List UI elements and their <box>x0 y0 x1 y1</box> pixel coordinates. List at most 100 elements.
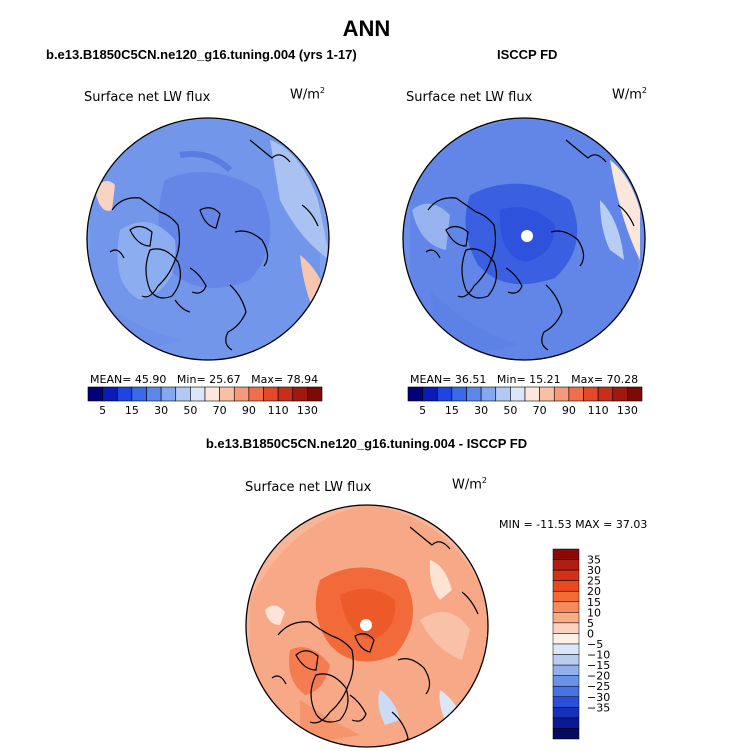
difference-colorbar-tick-label: 30 <box>587 564 601 577</box>
difference-colorbar-tick-label: 5 <box>587 617 594 630</box>
obs-colorbar-swatch <box>583 386 599 402</box>
difference-units: W/m2 <box>452 476 487 493</box>
difference-colorbar-swatch <box>552 622 580 634</box>
difference-colorbar-swatch <box>552 643 580 655</box>
obs-colorbar-swatch <box>524 386 540 402</box>
difference-stats: MIN = -11.53 MAX = 37.03 <box>499 518 648 531</box>
model-case-title: b.e13.B1850C5CN.ne120_g16.tuning.004 (yr… <box>46 47 357 62</box>
model-colorbar-swatch <box>146 386 162 402</box>
obs-colorbar-swatch <box>627 386 643 402</box>
model-colorbar-swatch <box>307 386 323 402</box>
model-colorbar-tick-label: 15 <box>125 404 139 417</box>
difference-colorbar-swatch <box>552 612 580 624</box>
obs-colorbar-swatch <box>436 386 453 402</box>
difference-colorbar-swatch <box>552 675 580 687</box>
difference-variable-label: Surface net LW flux <box>245 480 372 495</box>
model-colorbar-swatch <box>248 386 264 402</box>
model-colorbar-tick-label: 130 <box>297 404 318 417</box>
difference-colorbar-swatch <box>552 559 580 571</box>
difference-title: b.e13.B1850C5CN.ne120_g16.tuning.004 - I… <box>205 436 528 451</box>
difference-colorbar-tick-label: 35 <box>587 554 601 567</box>
difference-colorbar-swatch <box>552 707 580 719</box>
obs-colorbar-tick-label: 5 <box>419 404 426 417</box>
difference-colorbar-tick-label: −30 <box>587 691 610 704</box>
model-colorbar-swatch <box>116 386 133 402</box>
model-colorbar-tick-label: 5 <box>99 404 106 417</box>
obs-colorbar-tick-label: 30 <box>474 404 488 417</box>
model-mean-value: 45.90 <box>134 373 167 386</box>
difference-colorbar-tick-label: −15 <box>587 659 610 672</box>
obs-colorbar-swatch <box>466 386 482 402</box>
obs-max-value: 70.28 <box>606 373 639 386</box>
model-colorbar-swatch <box>292 386 308 402</box>
obs-colorbar: 5 15 30 50 70 90 110 130 <box>407 386 643 417</box>
obs-colorbar-swatch <box>539 386 555 402</box>
difference-colorbar-tick-label: 20 <box>587 585 601 598</box>
difference-colorbar-swatch <box>552 601 580 613</box>
obs-case-title: ISCCP FD <box>497 47 558 62</box>
model-colorbar-swatch <box>263 386 279 402</box>
difference-colorbar-swatch <box>552 717 580 729</box>
difference-colorbar-tick-label: −35 <box>587 701 610 714</box>
model-colorbar-swatch <box>277 386 294 402</box>
difference-colorbar-swatch <box>552 685 580 698</box>
difference-colorbar-swatch <box>552 728 580 740</box>
difference-colorbar-tick-label: 15 <box>587 596 601 609</box>
difference-colorbar-tick-label: −5 <box>587 638 603 651</box>
model-coastlines <box>109 139 319 351</box>
model-max-value: 78.94 <box>286 373 319 386</box>
difference-colorbar-swatch <box>552 590 580 603</box>
difference-colorbar-tick-label: 0 <box>587 627 594 640</box>
obs-stats: MEAN= 36.51 Min= 15.21 Max= 70.28 <box>410 373 639 386</box>
model-colorbar-swatch <box>160 386 177 402</box>
model-colorbar-swatch <box>102 386 118 402</box>
model-colorbar-swatch <box>204 386 220 402</box>
model-min-value: 25.67 <box>209 373 241 386</box>
obs-colorbar-swatch <box>510 386 526 402</box>
difference-colorbar-swatch <box>552 633 580 645</box>
model-variable-label: Surface net LW flux <box>84 90 211 105</box>
difference-colorbar-tick-label: 10 <box>587 606 601 619</box>
obs-colorbar-tick-label: 50 <box>503 404 517 417</box>
model-colorbar-swatch <box>87 386 103 402</box>
obs-colorbar-tick-label: 90 <box>562 404 576 417</box>
obs-colorbar-swatch <box>568 386 584 402</box>
obs-colorbar-tick-label: 110 <box>588 404 609 417</box>
model-colorbar-tick-label: 50 <box>183 404 197 417</box>
main-title: ANN <box>342 16 391 41</box>
difference-colorbar-tick-label: −10 <box>587 649 610 662</box>
obs-colorbar-tick-label: 15 <box>445 404 459 417</box>
obs-map-border <box>402 117 646 361</box>
obs-colorbar-swatch <box>553 386 570 402</box>
obs-colorbar-swatch <box>612 386 628 402</box>
obs-min-value: 15.21 <box>529 373 561 386</box>
difference-colorbar-swatch <box>552 696 580 708</box>
obs-colorbar-swatch <box>480 386 497 402</box>
model-colorbar-swatch <box>131 386 147 402</box>
obs-colorbar-swatch <box>407 386 423 402</box>
difference-colorbar-tick-label: −25 <box>587 680 610 693</box>
difference-colorbar-tick-label: 25 <box>587 575 601 588</box>
model-colorbar-swatch <box>190 386 206 402</box>
obs-colorbar-swatch <box>495 386 511 402</box>
difference-colorbar-swatch <box>552 580 580 592</box>
model-colorbar-tick-label: 30 <box>154 404 168 417</box>
obs-coastlines <box>425 139 635 351</box>
model-stats: MEAN= 45.90 Min= 25.67 Max= 78.94 <box>90 373 319 386</box>
obs-variable-label: Surface net LW flux <box>406 90 533 105</box>
model-colorbar-swatch <box>233 386 250 402</box>
model-colorbar-swatch <box>219 386 235 402</box>
difference-colorbar-swatch <box>552 654 580 666</box>
difference-map-border <box>245 504 489 748</box>
model-colorbar-tick-label: 110 <box>268 404 289 417</box>
obs-units: W/m2 <box>612 86 647 103</box>
model-colorbar-tick-label: 90 <box>242 404 256 417</box>
model-colorbar: 5 15 30 50 70 90 110 130 <box>87 386 323 417</box>
obs-mean-value: 36.51 <box>454 373 487 386</box>
difference-pole-hole <box>360 619 372 631</box>
model-map-border <box>86 117 330 361</box>
difference-colorbar-swatch <box>552 664 580 676</box>
obs-colorbar-tick-label: 130 <box>617 404 638 417</box>
